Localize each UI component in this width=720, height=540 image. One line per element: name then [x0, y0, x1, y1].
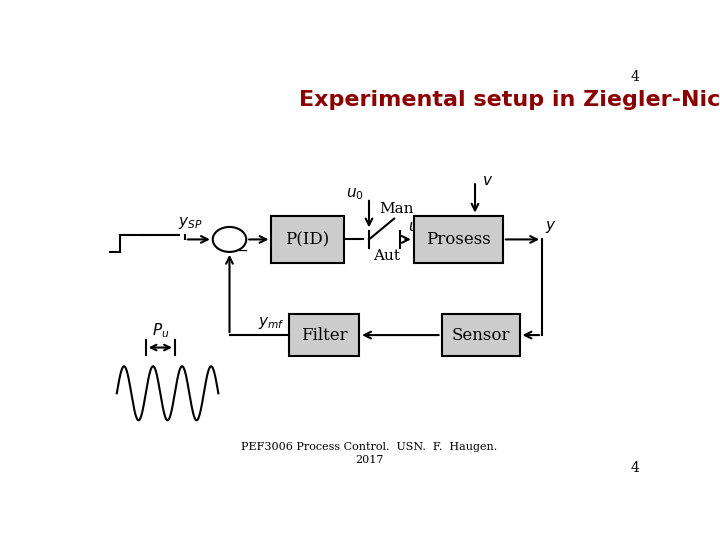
Text: $y_{mf}$: $y_{mf}$ [258, 315, 285, 330]
Text: $y_{SP}$: $y_{SP}$ [178, 215, 203, 231]
Text: 4: 4 [631, 70, 639, 84]
Text: PEF3006 Process Control.  USN.  F.  Haugen.: PEF3006 Process Control. USN. F. Haugen. [241, 442, 497, 451]
Text: Man: Man [379, 202, 413, 217]
Text: $u$: $u$ [408, 220, 419, 234]
Text: $v$: $v$ [482, 174, 493, 188]
Text: Experimental setup in Ziegler-Nichols’ method:: Experimental setup in Ziegler-Nichols’ m… [300, 90, 720, 110]
Text: Prosess: Prosess [426, 231, 490, 248]
Text: $u_0$: $u_0$ [346, 187, 364, 202]
Text: Sensor: Sensor [451, 327, 510, 343]
Text: 4: 4 [631, 461, 639, 475]
Bar [441, 314, 520, 356]
Text: $-$: $-$ [236, 243, 248, 257]
Text: 2017: 2017 [355, 455, 383, 465]
Text: $P_u$: $P_u$ [152, 321, 169, 340]
Text: $y$: $y$ [545, 219, 557, 235]
Text: Filter: Filter [301, 327, 348, 343]
Text: P(ID): P(ID) [286, 231, 330, 248]
Bar [289, 314, 359, 356]
Bar [414, 215, 503, 264]
Text: Aut: Aut [374, 249, 400, 263]
Bar [271, 215, 344, 264]
